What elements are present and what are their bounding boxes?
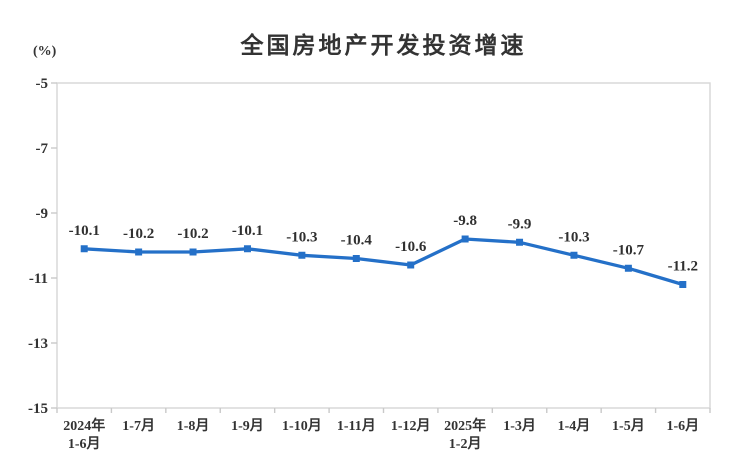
data-point-marker: [243, 245, 251, 253]
chart-title: 全国房地产开发投资增速: [240, 32, 527, 58]
x-axis-category-label: 1-3月: [503, 418, 536, 434]
data-point-label: -10.1: [232, 223, 263, 239]
x-axis-category-label: 1-7月: [122, 418, 155, 434]
x-axis-category-label: 1-12月: [391, 418, 431, 434]
x-axis-category-label: 2024年 1-6月: [63, 417, 105, 452]
y-axis-tick-label: -13: [28, 336, 48, 352]
data-point-label: -10.1: [69, 223, 100, 239]
data-point-marker: [624, 264, 632, 272]
y-axis-tick-label: -11: [29, 271, 48, 287]
data-point-label: -9.9: [508, 216, 532, 232]
data-point-marker: [298, 251, 306, 259]
data-point-label: -10.7: [613, 242, 645, 258]
data-point-label: -10.2: [177, 226, 208, 242]
data-point-label: -10.4: [341, 233, 373, 249]
data-point-label: -9.8: [453, 213, 477, 229]
y-axis-tick-label: -5: [36, 76, 49, 92]
data-point-marker: [407, 261, 415, 269]
data-point-label: -10.6: [395, 239, 427, 255]
data-point-label: -10.3: [558, 229, 589, 245]
x-axis-category-label: 1-11月: [337, 418, 376, 434]
trend-line: [82, 237, 685, 287]
data-point-label: -10.3: [286, 229, 317, 245]
data-point-marker: [80, 245, 88, 253]
data-point-marker: [516, 238, 524, 246]
data-point-label: -10.2: [123, 226, 154, 242]
y-axis-tick-label: -15: [28, 401, 48, 417]
data-point-marker: [461, 235, 469, 243]
data-point-marker: [189, 248, 197, 256]
x-axis-category-label: 1-9月: [231, 418, 264, 434]
x-axis-category-label: 1-6月: [666, 418, 699, 434]
data-point-marker: [135, 248, 143, 256]
x-axis-category-label: 1-10月: [282, 418, 322, 434]
x-axis-category-label: 1-5月: [612, 418, 645, 434]
y-axis-tick-label: -7: [36, 141, 49, 157]
data-point-marker: [570, 251, 578, 259]
y-axis-unit-label: (%): [33, 44, 57, 59]
data-point-marker: [679, 281, 687, 288]
x-axis-category-label: 1-4月: [558, 418, 591, 434]
y-axis-tick-label: -9: [36, 206, 49, 222]
x-axis-category-label: 2025年 1-2月: [444, 417, 486, 452]
data-point-marker: [352, 255, 360, 262]
data-point-label: -11.2: [668, 259, 698, 275]
x-axis-category-label: 1-8月: [177, 418, 210, 434]
